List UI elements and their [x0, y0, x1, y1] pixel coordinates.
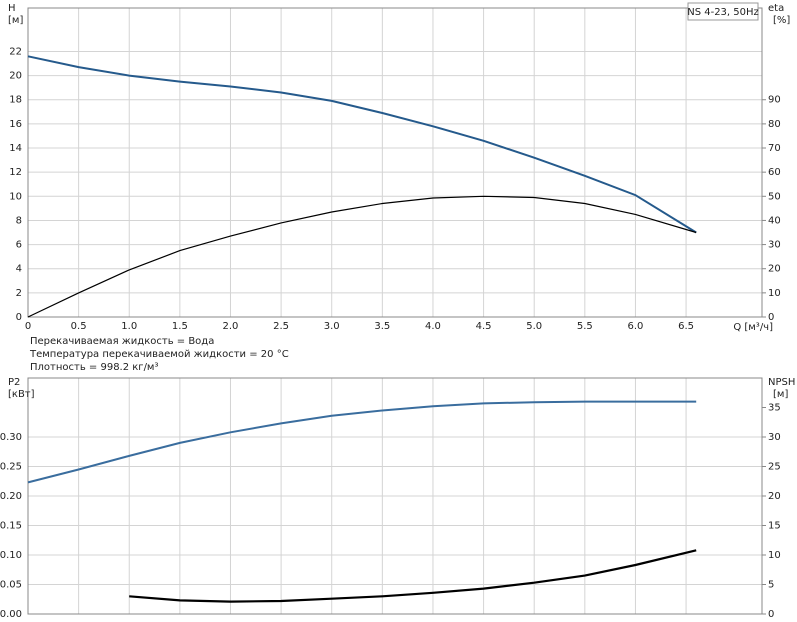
y-tick-label: 0.10	[0, 550, 22, 561]
y2-tick-label: 40	[768, 215, 781, 226]
y-tick-label: 0.20	[0, 491, 22, 502]
y2-axis-unit: [м]	[773, 389, 788, 400]
plot-frame	[27, 7, 763, 318]
x-tick-label: 2.5	[273, 321, 289, 332]
y-tick-label: 0.05	[0, 580, 22, 591]
y-axis-label: H	[8, 3, 16, 14]
y2-tick-label: 50	[768, 191, 781, 202]
y-tick-label: 16	[9, 119, 22, 130]
y2-tick-label: 80	[768, 119, 781, 130]
y-tick-label: 20	[9, 71, 22, 82]
x-tick-label: 5.0	[526, 321, 542, 332]
y-axis-unit: [кВт]	[8, 389, 35, 400]
y-tick-label: 18	[9, 95, 22, 106]
x-tick-label: 4.0	[425, 321, 441, 332]
y-tick-label: 0.00	[0, 609, 22, 620]
annotation: Перекачиваемая жидкость = Вода	[30, 336, 214, 347]
y-tick-label: 0.30	[0, 432, 22, 443]
y-tick-label: 2	[16, 288, 22, 299]
plot-frame	[27, 377, 763, 615]
x-axis-label: Q [м³/ч]	[733, 322, 773, 333]
x-tick-label: 6.0	[627, 321, 643, 332]
y2-tick-label: 20	[768, 264, 781, 275]
y2-tick-label: 5	[768, 580, 774, 591]
curve	[27, 55, 697, 234]
y-axis-unit: [м]	[8, 15, 23, 26]
y2-axis-label: eta	[768, 3, 784, 14]
annotation: Температура перекачиваемой жидкости = 20…	[29, 349, 289, 360]
x-tick-label: 3.5	[374, 321, 390, 332]
y-tick-label: 4	[16, 264, 22, 275]
y-axis-label: P2	[8, 377, 20, 388]
y2-tick-label: 10	[768, 550, 781, 561]
y2-tick-label: 0	[768, 609, 774, 620]
y2-tick-label: 15	[768, 521, 781, 532]
y2-tick-label: 70	[768, 143, 781, 154]
y2-tick-label: 30	[768, 432, 781, 443]
x-tick-label: 3.0	[324, 321, 340, 332]
y2-tick-label: 20	[768, 491, 781, 502]
y-tick-label: 0.25	[0, 462, 22, 473]
x-tick-label: 2.0	[223, 321, 239, 332]
x-tick-label: 1.0	[121, 321, 137, 332]
y-tick-label: 0.15	[0, 521, 22, 532]
legend-title: NS 4-23, 50Hz	[687, 7, 759, 18]
curve	[27, 400, 697, 484]
y-tick-label: 6	[16, 240, 22, 251]
legend-box	[687, 2, 759, 21]
x-tick-label: 6.5	[678, 321, 694, 332]
curve	[27, 195, 697, 318]
curve	[129, 549, 697, 603]
y-tick-label: 0	[16, 312, 22, 323]
x-tick-label: 5.5	[577, 321, 593, 332]
y-tick-label: 10	[9, 191, 22, 202]
y2-tick-label: 30	[768, 240, 781, 251]
x-tick-label: 1.5	[172, 321, 188, 332]
y2-tick-label: 0	[768, 312, 774, 323]
y2-tick-label: 90	[768, 95, 781, 106]
x-tick-label: 0.5	[71, 321, 87, 332]
y-tick-label: 14	[9, 143, 22, 154]
y-tick-label: 22	[9, 46, 22, 57]
y-tick-label: 8	[16, 215, 22, 226]
y2-tick-label: 10	[768, 288, 781, 299]
x-tick-label: 0	[25, 321, 31, 332]
y2-axis-label: NPSH	[768, 377, 795, 388]
annotation: Плотность = 998.2 кг/м³	[30, 362, 159, 373]
y2-tick-label: 35	[768, 403, 781, 414]
y2-tick-label: 25	[768, 462, 781, 473]
x-tick-label: 4.5	[476, 321, 492, 332]
y-tick-label: 12	[9, 167, 22, 178]
y2-tick-label: 60	[768, 167, 781, 178]
y2-axis-unit: [%]	[773, 15, 790, 26]
